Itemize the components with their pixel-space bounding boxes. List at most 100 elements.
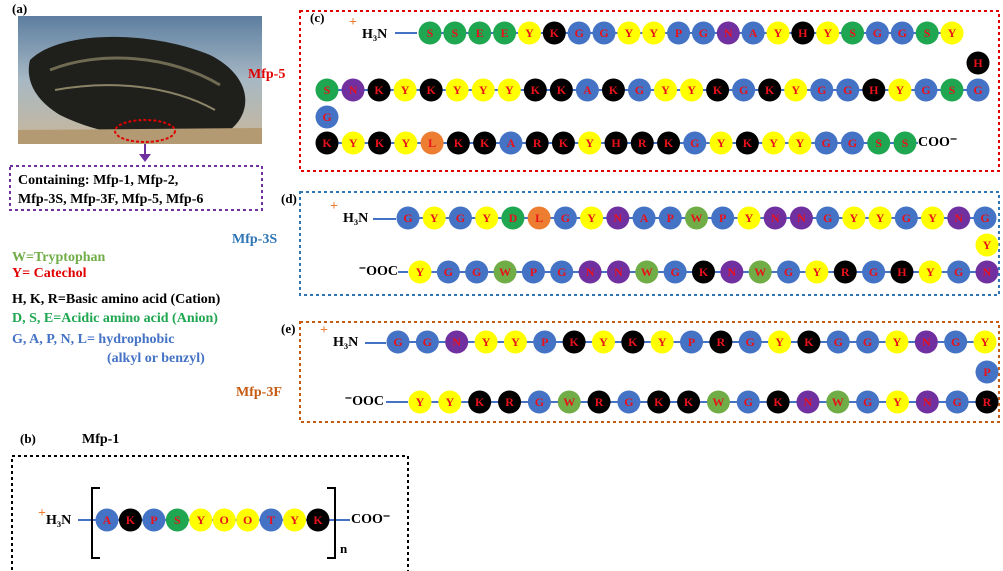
residue-letter: S bbox=[174, 513, 181, 527]
residue-letter: K bbox=[559, 136, 569, 150]
residue-letter: Y bbox=[661, 83, 670, 97]
residue-letter: G bbox=[635, 83, 644, 97]
residue-letter: G bbox=[869, 265, 878, 279]
residue-letter: Y bbox=[717, 136, 726, 150]
residue-letter: O bbox=[243, 513, 252, 527]
legend-item: W=Tryptophan bbox=[12, 250, 106, 265]
residue-letter: A bbox=[507, 136, 516, 150]
residue-letter: G bbox=[873, 26, 882, 40]
residue-letter: Y bbox=[401, 136, 410, 150]
containing-text: Mfp-3S, Mfp-3F, Mfp-5, Mfp-6 bbox=[18, 192, 203, 207]
residue-letter: G bbox=[921, 83, 930, 97]
residue-letter: W bbox=[832, 395, 844, 409]
residue-letter: K bbox=[699, 265, 709, 279]
residue-letter: G bbox=[599, 26, 608, 40]
residue-letter: G bbox=[817, 83, 826, 97]
charge: + bbox=[330, 199, 338, 214]
residue-letter: Y bbox=[430, 211, 439, 225]
residue-letter: Y bbox=[823, 26, 832, 40]
legend-item: (alkyl or benzyl) bbox=[107, 351, 205, 366]
residue-letter: N bbox=[724, 26, 733, 40]
residue-letter: G bbox=[784, 265, 793, 279]
residue-letter: K bbox=[664, 136, 674, 150]
residue-letter: N bbox=[614, 265, 623, 279]
residue-letter: H bbox=[869, 83, 879, 97]
panel-label: (a) bbox=[12, 1, 27, 16]
residue-letter: P bbox=[667, 211, 674, 225]
residue-letter: N bbox=[771, 211, 780, 225]
residue-letter: Y bbox=[401, 83, 410, 97]
residue-letter: K bbox=[475, 395, 485, 409]
residue-letter: K bbox=[126, 513, 136, 527]
residue-letter: Y bbox=[893, 335, 902, 349]
residue-letter: K bbox=[569, 335, 579, 349]
residue-letter: Y bbox=[453, 83, 462, 97]
protein-name: Mfp-3S bbox=[232, 232, 277, 247]
residue-letter: S bbox=[849, 26, 856, 40]
residue-letter: N bbox=[983, 265, 992, 279]
residue-letter: A bbox=[583, 83, 592, 97]
residue-letter: W bbox=[641, 265, 653, 279]
residue-letter: R bbox=[595, 395, 604, 409]
residue-letter: G bbox=[690, 136, 699, 150]
residue-letter: Y bbox=[813, 265, 822, 279]
residue-letter: Y bbox=[625, 26, 634, 40]
residue-letter: Y bbox=[196, 513, 205, 527]
residue-letter: G bbox=[952, 395, 961, 409]
residue-letter: K bbox=[765, 83, 775, 97]
residue-letter: H bbox=[798, 26, 808, 40]
residue-letter: K bbox=[454, 136, 464, 150]
residue-letter: R bbox=[717, 335, 726, 349]
residue-letter: P bbox=[983, 365, 990, 379]
residue-letter: E bbox=[476, 26, 484, 40]
residue-letter: G bbox=[746, 335, 755, 349]
residue-letter: K bbox=[557, 83, 567, 97]
residue-letter: R bbox=[841, 265, 850, 279]
residue-letter: Y bbox=[585, 136, 594, 150]
residue-letter: G bbox=[863, 335, 872, 349]
residue-letter: G bbox=[403, 211, 412, 225]
residue-letter: G bbox=[444, 265, 453, 279]
residue-letter: Y bbox=[649, 26, 658, 40]
legend-item: G, A, P, N, L= hydrophobic bbox=[12, 332, 174, 347]
residue-letter: K bbox=[684, 395, 694, 409]
residue-letter: G bbox=[863, 395, 872, 409]
residue-letter: N bbox=[797, 211, 806, 225]
residue-letter: G bbox=[902, 211, 911, 225]
residue-letter: P bbox=[541, 335, 548, 349]
residue-letter: P bbox=[675, 26, 682, 40]
protein-name: Mfp-5 bbox=[248, 67, 285, 82]
legend-item: H, K, R=Basic amino acid (Cation) bbox=[12, 292, 221, 307]
n-terminus: H₃N bbox=[362, 27, 387, 42]
residue-letter: N bbox=[613, 211, 622, 225]
residue-letter: Y bbox=[983, 238, 992, 252]
residue-letter: G bbox=[843, 83, 852, 97]
residue-letter: K bbox=[550, 26, 560, 40]
residue-letter: K bbox=[743, 136, 753, 150]
residue-letter: R bbox=[505, 395, 514, 409]
residue-letter: H bbox=[611, 136, 621, 150]
n-terminus: H₃N bbox=[333, 335, 358, 350]
residue-letter: Y bbox=[896, 83, 905, 97]
protein-name: Mfp-3F bbox=[236, 385, 282, 400]
residue-letter: L bbox=[535, 211, 543, 225]
residue-letter: G bbox=[393, 335, 402, 349]
residue-letter: G bbox=[951, 335, 960, 349]
residue-letter: N bbox=[349, 83, 358, 97]
residue-letter: E bbox=[501, 26, 509, 40]
residue-letter: K bbox=[713, 83, 723, 97]
residue-letter: W bbox=[712, 395, 724, 409]
figure: (a) Containing: Mfp-1, Mfp-2, Mfp-3S, Mf… bbox=[0, 0, 1003, 571]
residue-letter: P bbox=[688, 335, 695, 349]
residue-letter: R bbox=[533, 136, 542, 150]
residue-letter: S bbox=[324, 83, 331, 97]
residue-letter: Y bbox=[774, 26, 783, 40]
residue-letter: Y bbox=[745, 211, 754, 225]
residue-letter: G bbox=[472, 265, 481, 279]
residue-letter: Y bbox=[479, 83, 488, 97]
residue-letter: O bbox=[220, 513, 229, 527]
charge: + bbox=[320, 323, 328, 338]
residue-letter: G bbox=[739, 83, 748, 97]
residue-letter: N bbox=[923, 395, 932, 409]
residue-letter: Y bbox=[511, 335, 520, 349]
